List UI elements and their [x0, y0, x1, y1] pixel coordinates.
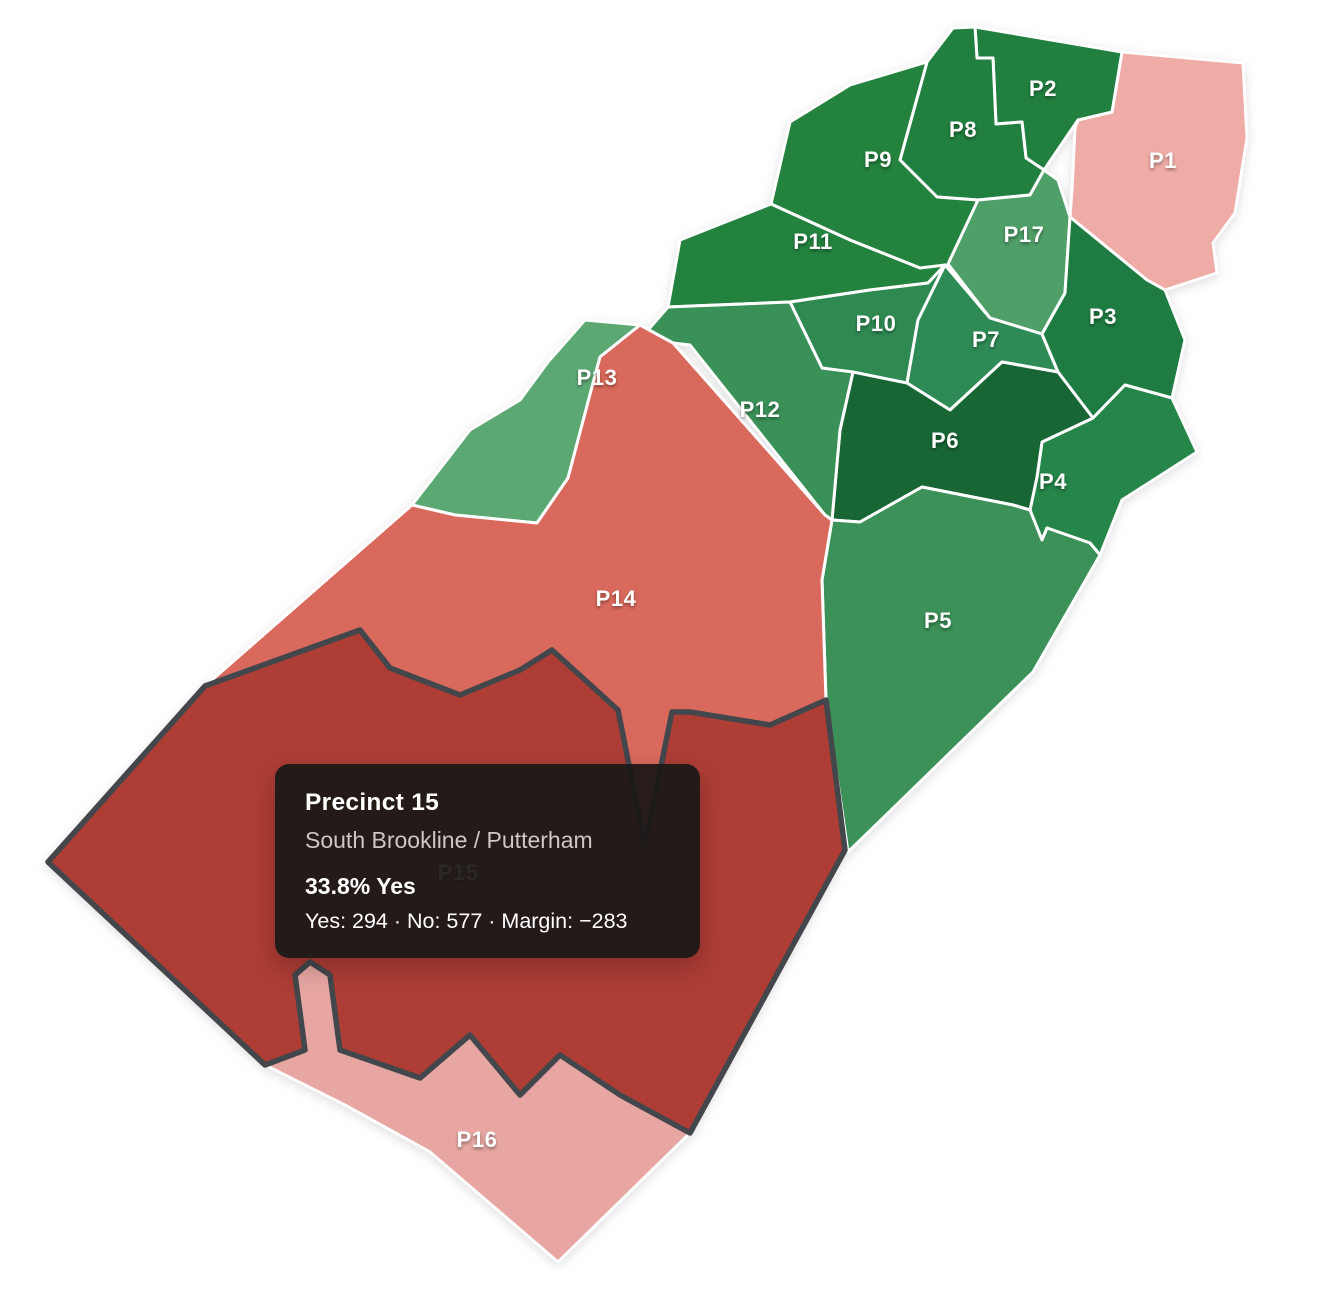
tooltip-title: Precinct 15: [305, 789, 440, 816]
tooltip: Precinct 15 South Brookline / Putterham …: [275, 764, 700, 958]
tooltip-stat: 33.8% Yes: [305, 872, 416, 899]
tooltip-detail: Yes: 294 · No: 577 · Margin: −283: [305, 908, 628, 933]
tooltip-subtitle: South Brookline / Putterham: [305, 827, 593, 854]
precinct-P5[interactable]: [820, 485, 1102, 854]
